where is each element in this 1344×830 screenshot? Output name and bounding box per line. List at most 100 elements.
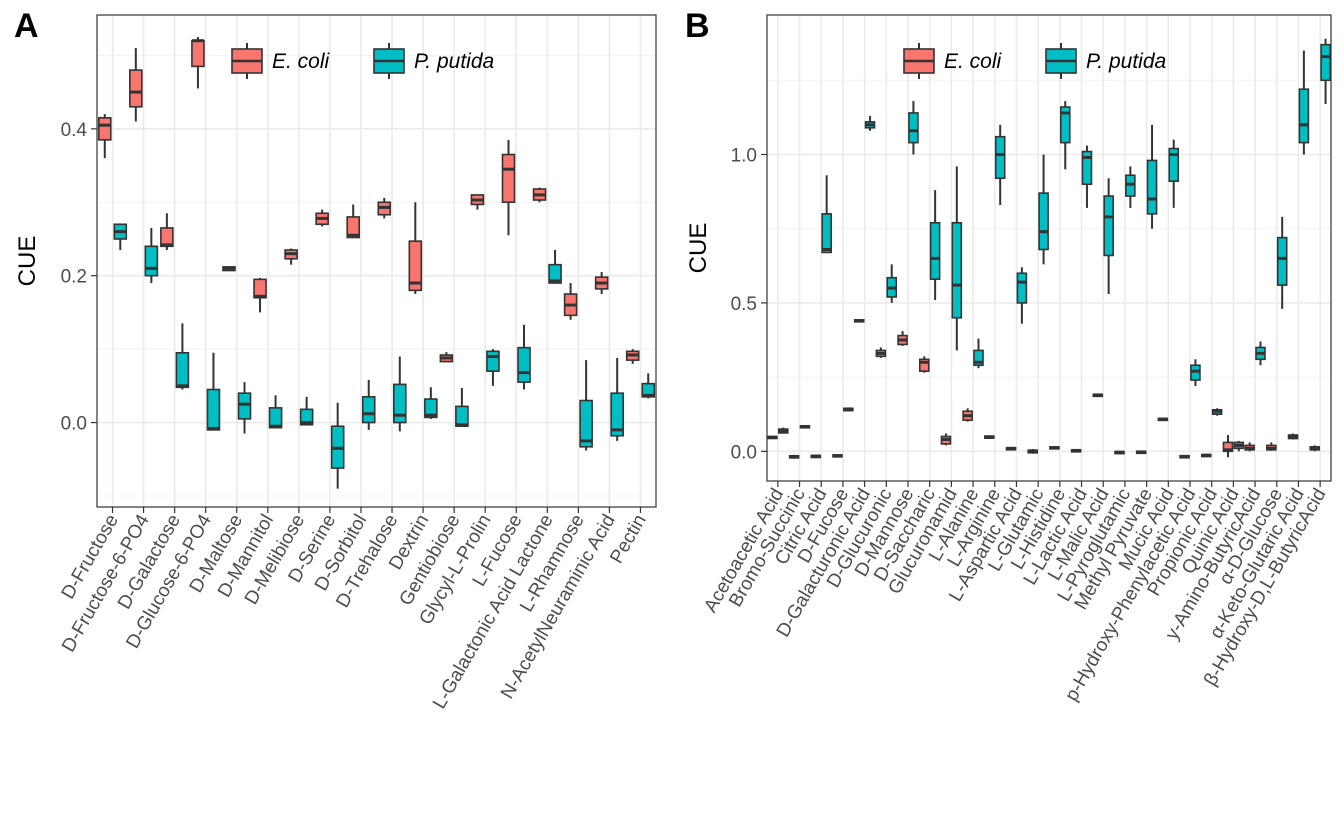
box-p-putida <box>392 356 407 432</box>
box-p-putida <box>548 249 562 284</box>
box-p-putida <box>1146 124 1158 229</box>
box-p-putida <box>610 357 624 441</box>
box-e-coli <box>160 213 174 250</box>
box-body <box>548 263 562 284</box>
box-p-putida <box>1320 38 1331 105</box>
box-body <box>501 153 516 204</box>
box-p-putida <box>268 395 283 429</box>
plot-background <box>97 15 656 507</box>
box-e-coli <box>439 352 454 363</box>
plot-background <box>767 15 1331 481</box>
box-e-coli <box>875 347 887 358</box>
box-e-coli <box>897 331 908 346</box>
box-e-coli <box>1049 446 1060 450</box>
box-body <box>1081 150 1093 185</box>
legend-label: P. putida <box>414 50 494 73</box>
box-body <box>191 39 205 68</box>
box-p-putida <box>113 223 128 250</box>
box-body <box>299 408 314 426</box>
box-p-putida <box>517 324 531 390</box>
box-body <box>918 358 930 372</box>
box-body <box>1298 88 1310 144</box>
box-p-putida <box>455 388 469 428</box>
box-e-coli <box>1005 446 1017 451</box>
box-e-coli <box>918 356 930 373</box>
box-p-putida <box>144 227 159 284</box>
box-body <box>268 407 283 429</box>
box-e-coli <box>532 187 547 203</box>
box-body <box>929 221 941 280</box>
box-e-coli <box>1179 454 1190 459</box>
box-p-putida <box>579 360 593 451</box>
box-p-putida <box>175 323 190 390</box>
box-p-putida <box>1298 50 1310 155</box>
box-body <box>908 112 919 144</box>
box-body <box>424 398 438 419</box>
y-tick-label: 0.2 <box>61 267 87 288</box>
box-body <box>994 135 1006 180</box>
legend: E. coli P. putida <box>231 43 494 79</box>
box-body <box>129 69 143 108</box>
box-p-putida <box>821 175 832 254</box>
legend-item: P. putida <box>373 43 494 79</box>
box-e-coli <box>129 48 143 122</box>
legend-item: E. coli <box>903 43 1003 79</box>
box-body <box>1146 159 1158 215</box>
box-p-putida <box>486 349 500 386</box>
box-p-putida <box>424 387 438 419</box>
y-tick-label: 0.0 <box>731 442 757 463</box>
box-e-coli <box>315 209 329 227</box>
box-body <box>361 396 376 424</box>
box-e-coli <box>377 197 392 219</box>
box-e-coli <box>853 319 865 323</box>
box-e-coli <box>1266 442 1277 451</box>
box-body <box>1059 106 1071 144</box>
box-e-coli <box>1200 453 1212 458</box>
box-p-putida <box>237 382 252 434</box>
box-p-putida <box>1081 145 1093 208</box>
plot-border <box>96 14 657 508</box>
box-p-putida <box>929 190 941 300</box>
box-e-coli <box>1092 393 1104 398</box>
box-body <box>579 399 593 448</box>
box-p-putida <box>1168 139 1180 208</box>
y-axis-title: CUE <box>685 223 712 274</box>
box-e-coli <box>346 204 361 239</box>
panel-label: A <box>14 7 39 45</box>
panel-label: B <box>685 7 710 45</box>
box-p-putida <box>973 338 984 369</box>
box-e-coli <box>1070 448 1082 453</box>
box-body <box>821 213 832 254</box>
legend-label: E. coli <box>944 50 1003 73</box>
box-e-coli <box>810 454 822 459</box>
panel-a: 0.00.20.4D-FructoseD-Fructose-6-PO4D-Gal… <box>14 7 657 713</box>
box-e-coli <box>1287 433 1299 440</box>
box-body <box>408 240 423 292</box>
box-e-coli <box>1135 450 1147 455</box>
box-body <box>1276 236 1288 286</box>
box-p-putida <box>886 264 898 303</box>
box-e-coli <box>253 277 267 313</box>
legend-item: E. coli <box>231 43 331 79</box>
box-e-coli <box>940 433 952 446</box>
box-p-putida <box>951 166 963 351</box>
box-e-coli <box>1222 434 1234 458</box>
legend-label: E. coli <box>272 50 331 73</box>
box-p-putida <box>1211 408 1223 416</box>
box-e-coli <box>97 114 112 159</box>
legend-item: P. putida <box>1045 43 1166 79</box>
box-body <box>1320 43 1331 82</box>
box-p-putida <box>1276 216 1288 309</box>
box-e-coli <box>1309 445 1321 452</box>
box-body <box>237 392 252 420</box>
box-e-coli <box>832 454 843 458</box>
box-e-coli <box>470 194 485 210</box>
box-e-coli <box>1244 442 1255 452</box>
box-e-coli <box>594 272 609 295</box>
box-e-coli <box>1114 450 1125 455</box>
box-e-coli <box>408 202 423 295</box>
box-p-putida <box>799 424 811 429</box>
box-p-putida <box>1016 267 1028 324</box>
box-e-coli <box>962 408 973 422</box>
